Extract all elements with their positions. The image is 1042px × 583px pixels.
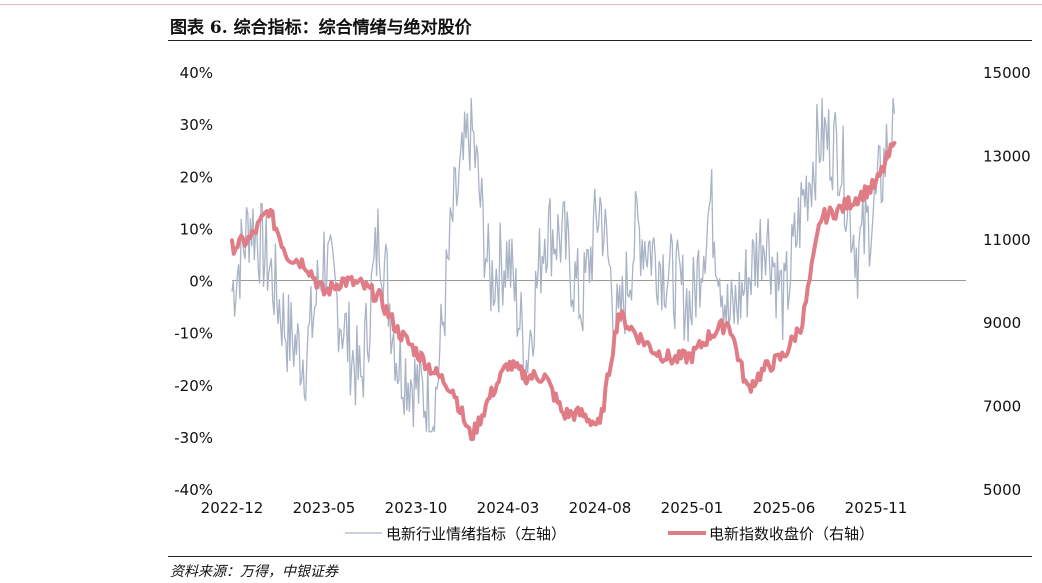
x-tick-label: 2024-03 <box>477 499 540 517</box>
left-tick-label: 40% <box>180 64 213 82</box>
figure-title: 图表 6. 综合指标：综合情绪与绝对股价 <box>170 18 472 38</box>
x-tick-label: 2023-05 <box>293 499 356 517</box>
left-tick-label: 0% <box>189 273 213 291</box>
x-tick-label: 2022-12 <box>201 499 264 517</box>
left-tick-label: 10% <box>180 220 213 238</box>
legend-label-sentiment: 电新行业情绪指标（左轴） <box>386 525 566 543</box>
x-tick-label: 2023-10 <box>385 499 448 517</box>
x-axis: 2022-12 2023-05 2023-10 2024-03 2024-08 2025-… <box>201 499 908 517</box>
x-tick-label: 2025-01 <box>661 499 724 517</box>
right-tick-label: 13000 <box>983 147 1031 165</box>
right-tick-label: 7000 <box>983 398 1021 416</box>
price-series-line <box>230 140 897 441</box>
legend-label-price: 电新指数收盘价（右轴） <box>709 525 874 543</box>
top-accent-rule <box>0 4 1042 5</box>
left-tick-label: -20% <box>174 377 213 395</box>
x-tick-label: 2025-06 <box>753 499 816 517</box>
left-tick-label: -30% <box>174 429 213 447</box>
left-tick-label: -40% <box>174 481 213 499</box>
x-tick-label: 2024-08 <box>569 499 632 517</box>
source-rule <box>168 556 1032 557</box>
right-tick-label: 15000 <box>983 64 1031 82</box>
left-tick-label: 30% <box>180 116 213 134</box>
right-tick-label: 5000 <box>983 481 1021 499</box>
legend: 电新行业情绪指标（左轴） 电新指数收盘价（右轴） <box>345 525 874 543</box>
left-axis: 40% 30% 20% 10% 0% -10% -20% -30% -40% <box>174 64 213 499</box>
right-tick-label: 9000 <box>983 314 1021 332</box>
right-axis: 15000 13000 11000 9000 7000 5000 <box>983 64 1031 499</box>
right-tick-label: 11000 <box>983 231 1031 249</box>
left-tick-label: 20% <box>180 168 213 186</box>
left-tick-label: -10% <box>174 325 213 343</box>
x-tick-label: 2025-11 <box>845 499 908 517</box>
source-note: 资料来源：万得，中银证券 <box>170 564 338 580</box>
sentiment-series-line <box>231 98 896 433</box>
title-rule <box>168 40 1032 41</box>
